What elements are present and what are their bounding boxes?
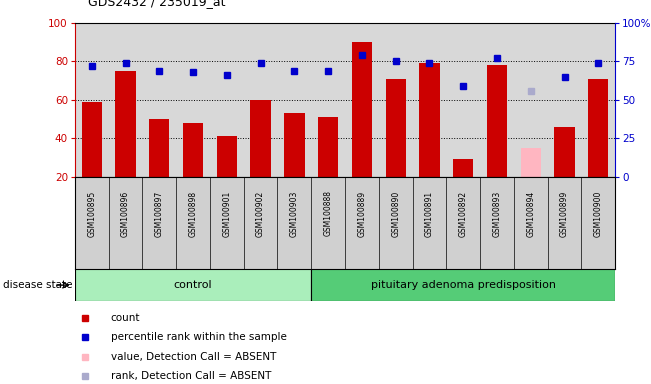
Text: percentile rank within the sample: percentile rank within the sample: [111, 332, 286, 342]
Bar: [149, 119, 169, 177]
Bar: [318, 117, 339, 177]
Bar: [251, 100, 271, 177]
Text: GSM100899: GSM100899: [560, 190, 569, 237]
Text: count: count: [111, 313, 140, 323]
Bar: [385, 79, 406, 177]
Bar: [419, 63, 439, 177]
Bar: [487, 65, 507, 177]
Bar: [589, 79, 609, 177]
Text: rank, Detection Call = ABSENT: rank, Detection Call = ABSENT: [111, 371, 271, 381]
Text: GSM100900: GSM100900: [594, 190, 603, 237]
Text: value, Detection Call = ABSENT: value, Detection Call = ABSENT: [111, 352, 276, 362]
Text: GSM100895: GSM100895: [87, 190, 96, 237]
Bar: [555, 127, 575, 177]
Text: GSM100888: GSM100888: [324, 190, 333, 237]
Bar: [521, 148, 541, 177]
Text: GSM100890: GSM100890: [391, 190, 400, 237]
Text: GSM100893: GSM100893: [493, 190, 501, 237]
Bar: [183, 123, 203, 177]
Text: GSM100889: GSM100889: [357, 190, 367, 237]
Text: GSM100901: GSM100901: [223, 190, 231, 237]
Bar: [81, 102, 102, 177]
Text: GSM100891: GSM100891: [425, 190, 434, 237]
Bar: [217, 136, 237, 177]
Text: pituitary adenoma predisposition: pituitary adenoma predisposition: [370, 280, 556, 290]
Bar: [311, 269, 615, 301]
Bar: [75, 269, 311, 301]
Text: control: control: [174, 280, 212, 290]
Text: GSM100897: GSM100897: [155, 190, 164, 237]
Text: GSM100892: GSM100892: [459, 190, 467, 237]
Bar: [284, 113, 305, 177]
Text: GSM100898: GSM100898: [189, 190, 197, 237]
Text: GSM100896: GSM100896: [121, 190, 130, 237]
Text: GSM100903: GSM100903: [290, 190, 299, 237]
Text: GSM100902: GSM100902: [256, 190, 265, 237]
Text: GDS2432 / 235019_at: GDS2432 / 235019_at: [88, 0, 225, 8]
Bar: [352, 42, 372, 177]
Text: GSM100894: GSM100894: [526, 190, 535, 237]
Bar: [453, 159, 473, 177]
Bar: [115, 71, 135, 177]
Text: disease state: disease state: [3, 280, 73, 290]
